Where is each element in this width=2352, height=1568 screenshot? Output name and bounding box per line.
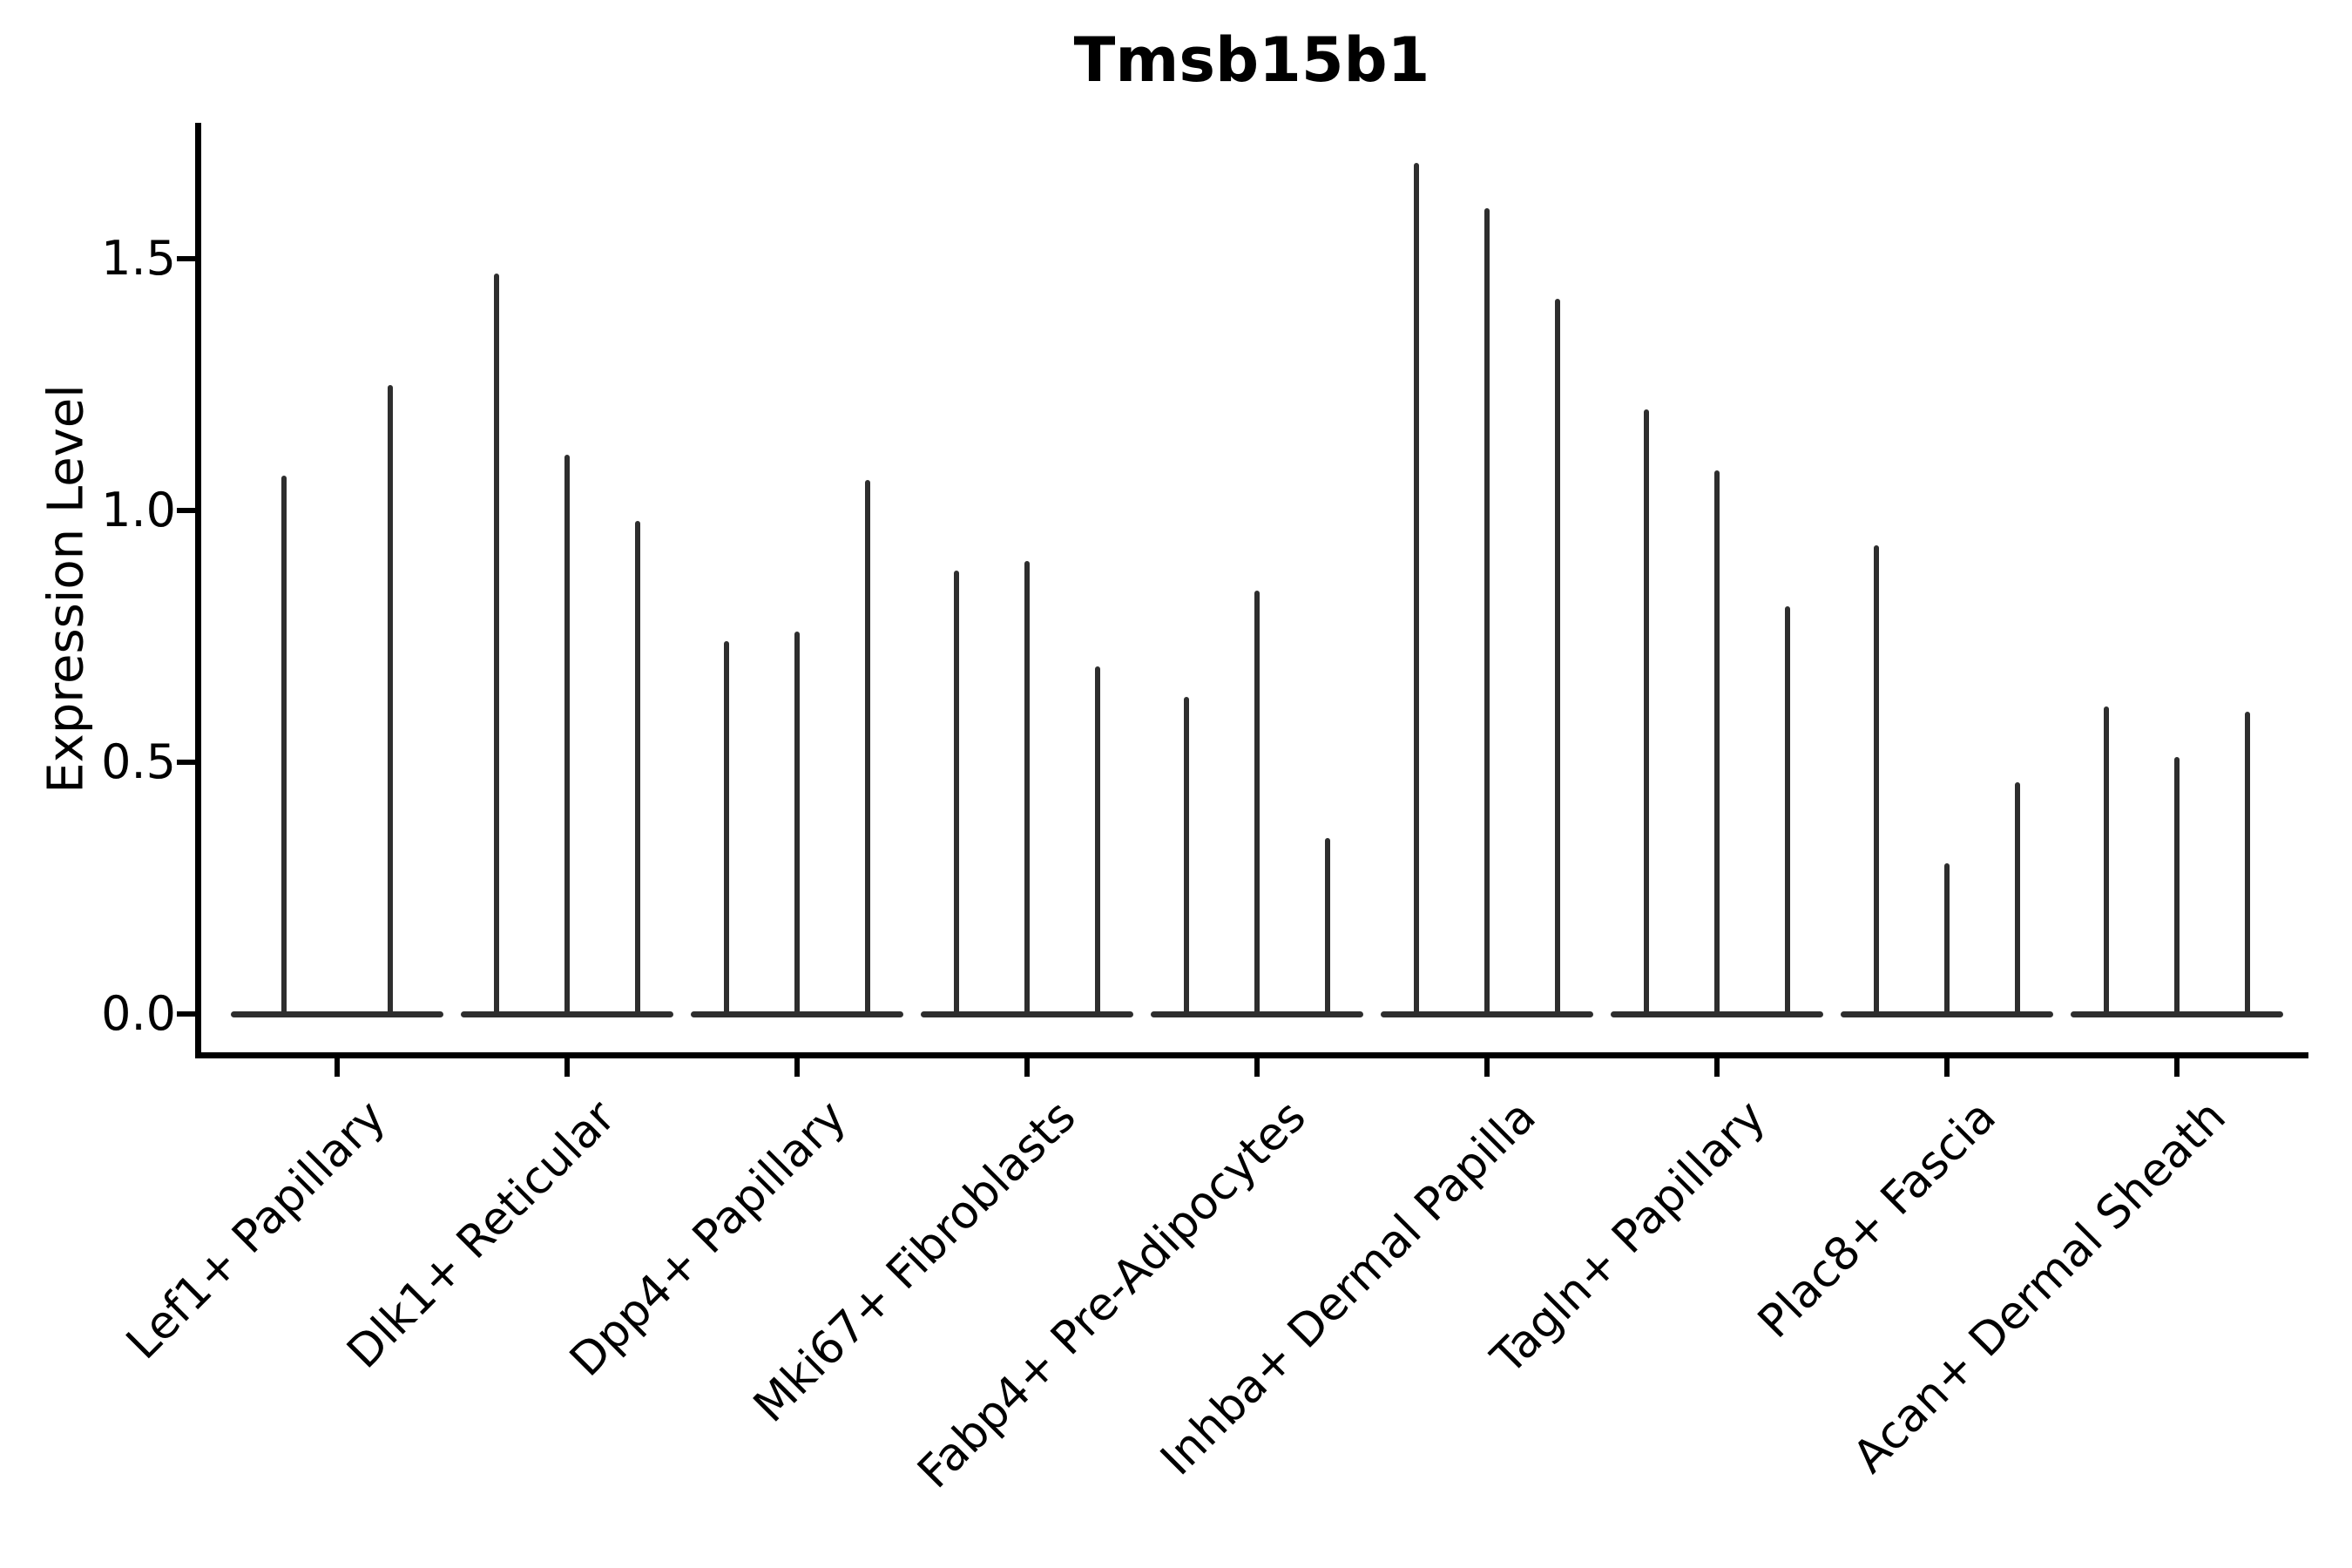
x-tick-mark xyxy=(1944,1058,1950,1077)
violin-needle xyxy=(1714,470,1720,1017)
violin-needle xyxy=(2015,782,2021,1017)
y-tick-label: 0.5 xyxy=(101,734,176,789)
violin-needle xyxy=(794,631,800,1017)
violin-needle xyxy=(865,480,871,1017)
y-tick-mark xyxy=(177,1011,196,1017)
violin-needle xyxy=(1024,560,1030,1017)
violin-needle xyxy=(953,571,959,1017)
violin-needle xyxy=(1413,163,1419,1017)
y-tick-mark xyxy=(177,760,196,765)
x-axis-spine xyxy=(195,1052,2308,1058)
violin-needle xyxy=(1325,837,1331,1017)
x-tick-mark xyxy=(1254,1058,1260,1077)
violin-needle xyxy=(723,641,729,1017)
y-tick-label: 1.5 xyxy=(101,231,176,286)
y-axis-label: Expression Level xyxy=(37,384,95,794)
x-tick-mark xyxy=(1714,1058,1720,1077)
violin-needle xyxy=(564,455,570,1017)
x-tick-mark xyxy=(335,1058,340,1077)
plot-title: Tmsb15b1 xyxy=(1073,24,1430,96)
x-tick-mark xyxy=(1484,1058,1490,1077)
violin-needle xyxy=(1643,409,1649,1017)
y-tick-label: 1.0 xyxy=(101,483,176,537)
violin-needle xyxy=(281,475,287,1017)
y-axis-spine xyxy=(195,123,201,1058)
violin-needle xyxy=(1785,605,1791,1017)
violin-base xyxy=(231,1011,443,1017)
x-tick-mark xyxy=(564,1058,570,1077)
violin-needle xyxy=(1555,299,1561,1017)
violin-needle xyxy=(2245,712,2251,1017)
x-tick-label: Plac8+ Fascia xyxy=(1747,1091,2006,1348)
violin-needle xyxy=(635,520,641,1017)
violin-needle xyxy=(2103,706,2109,1017)
x-tick-mark xyxy=(794,1058,800,1077)
violin-needle xyxy=(2174,757,2180,1017)
violin-needle xyxy=(1944,862,1950,1017)
violin-needle xyxy=(1873,545,1879,1017)
x-tick-label: Inhba+ Dermal Papilla xyxy=(1150,1091,1546,1486)
violin-needle xyxy=(1254,591,1260,1017)
y-tick-mark xyxy=(177,508,196,513)
violin-needle xyxy=(388,384,393,1017)
y-tick-label: 0.0 xyxy=(101,986,176,1041)
y-tick-mark xyxy=(177,256,196,261)
x-tick-mark xyxy=(2174,1058,2180,1077)
x-tick-label: Acan+ Dermal Sheath xyxy=(1842,1091,2236,1484)
x-tick-label: Fabp4+ Pre-Adipocytes xyxy=(908,1091,1316,1499)
violin-needle xyxy=(1183,696,1189,1017)
x-tick-mark xyxy=(1024,1058,1030,1077)
violin-needle xyxy=(1484,208,1490,1017)
violin-needle xyxy=(1095,666,1101,1017)
violin-needle xyxy=(493,274,499,1017)
